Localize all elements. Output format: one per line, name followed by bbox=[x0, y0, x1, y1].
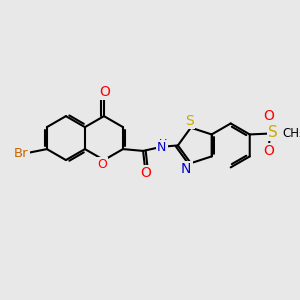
Text: S: S bbox=[268, 125, 278, 140]
Text: O: O bbox=[97, 158, 107, 171]
Text: CH₃: CH₃ bbox=[282, 127, 300, 140]
Text: O: O bbox=[263, 109, 274, 123]
Text: H: H bbox=[159, 139, 167, 148]
Text: N: N bbox=[157, 141, 166, 154]
Text: O: O bbox=[140, 166, 151, 180]
Text: O: O bbox=[263, 144, 274, 158]
Text: O: O bbox=[99, 85, 110, 99]
Text: Br: Br bbox=[14, 147, 28, 160]
Text: S: S bbox=[185, 114, 194, 128]
Text: N: N bbox=[181, 162, 191, 176]
